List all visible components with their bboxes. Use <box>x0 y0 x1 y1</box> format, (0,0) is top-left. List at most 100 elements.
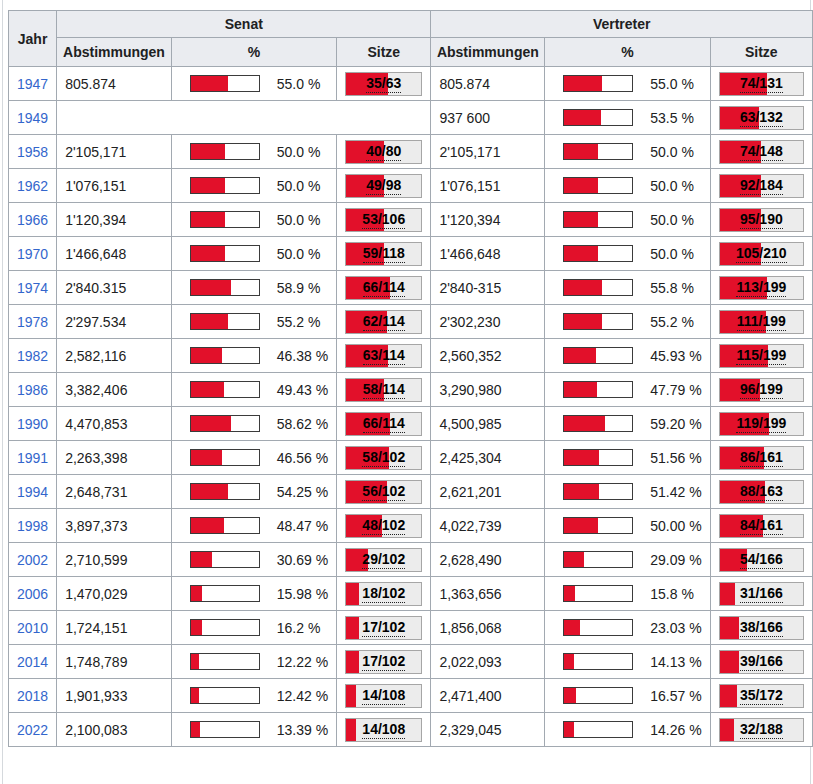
vertreter-percent-wrap: 50.0 % <box>553 245 701 262</box>
senat-percent-bar-fill <box>191 246 225 261</box>
senat-percent-label: 58.9 % <box>277 280 321 296</box>
senat-percent-wrap: 30.69 % <box>180 551 328 568</box>
year-link[interactable]: 1990 <box>17 416 48 432</box>
vertreter-seats-label: 74/131 <box>740 75 783 93</box>
vertreter-votes-cell: 2,022,093 <box>431 645 545 679</box>
senat-percent-wrap: 54.25 % <box>180 483 328 500</box>
year-link[interactable]: 1994 <box>17 484 48 500</box>
table-row: 20222,100,08313.39 %14/1082,329,04514.26… <box>9 713 813 747</box>
year-link[interactable]: 2010 <box>17 620 48 636</box>
vertreter-percent-label: 51.42 % <box>650 484 701 500</box>
column-header-senat-abstimmungen: Abstimmungen <box>57 38 172 67</box>
year-link[interactable]: 2002 <box>17 552 48 568</box>
senat-percent-label: 50.0 % <box>277 144 321 160</box>
vertreter-percent-cell: 55.0 % <box>545 67 710 101</box>
senat-seats-cell: 53/106 <box>337 203 431 237</box>
vertreter-seats-bar: 38/166 <box>719 616 804 640</box>
vertreter-percent-cell: 50.0 % <box>545 203 710 237</box>
vertreter-percent-bar <box>563 415 633 432</box>
vertreter-seats-cell: 88/163 <box>710 475 812 509</box>
vertreter-votes-cell: 937 600 <box>431 101 545 135</box>
senat-seats-bar: 58/102 <box>345 446 422 470</box>
senat-percent-cell: 50.0 % <box>171 237 336 271</box>
vertreter-percent-bar <box>563 75 633 92</box>
senat-percent-bar <box>190 75 260 92</box>
senat-votes-cell: 2'105,171 <box>57 135 172 169</box>
table-row: 1949937 60053.5 %63/132 <box>9 101 813 135</box>
vertreter-percent-bar-fill <box>564 178 598 193</box>
year-link[interactable]: 1986 <box>17 382 48 398</box>
senat-votes-cell: 2,263,398 <box>57 441 172 475</box>
year-link[interactable]: 1958 <box>17 144 48 160</box>
senat-percent-bar <box>190 143 260 160</box>
year-link[interactable]: 2014 <box>17 654 48 670</box>
page-edge-left <box>2 0 3 784</box>
vertreter-seats-cell: 111/199 <box>710 305 812 339</box>
senat-seats-label: 40/80 <box>366 143 401 161</box>
senat-seats-bar: 63/114 <box>345 344 422 368</box>
vertreter-percent-label: 50.0 % <box>650 246 694 262</box>
senat-seats-label-wrap: 58/102 <box>346 447 421 469</box>
vertreter-percent-bar <box>563 381 633 398</box>
vertreter-percent-bar <box>563 211 633 228</box>
vertreter-seats-cell: 95/190 <box>710 203 812 237</box>
vertreter-seats-label: 113/199 <box>736 279 786 297</box>
senat-votes-cell: 1,724,151 <box>57 611 172 645</box>
senat-seats-label-wrap: 40/80 <box>346 141 421 163</box>
year-link[interactable]: 1966 <box>17 212 48 228</box>
year-link[interactable]: 1974 <box>17 280 48 296</box>
senat-percent-cell: 12.42 % <box>171 679 336 713</box>
vertreter-seats-bar: 84/161 <box>719 514 804 538</box>
year-cell: 1991 <box>9 441 57 475</box>
senat-percent-bar-fill <box>191 314 229 329</box>
vertreter-percent-bar <box>563 279 633 296</box>
year-link[interactable]: 1982 <box>17 348 48 364</box>
vertreter-seats-cell: 38/166 <box>710 611 812 645</box>
vertreter-percent-wrap: 14.26 % <box>553 721 701 738</box>
senat-votes-cell: 2,648,731 <box>57 475 172 509</box>
vertreter-seats-label: 39/166 <box>740 653 783 671</box>
senat-seats-label-wrap: 14/108 <box>346 685 421 707</box>
vertreter-percent-cell: 45.93 % <box>545 339 710 373</box>
vertreter-seats-bar: 96/199 <box>719 378 804 402</box>
vertreter-seats-label-wrap: 113/199 <box>720 277 803 299</box>
year-link[interactable]: 2018 <box>17 688 48 704</box>
senat-percent-bar-fill <box>191 484 228 499</box>
year-cell: 2014 <box>9 645 57 679</box>
year-link[interactable]: 1949 <box>17 110 48 126</box>
vertreter-seats-bar: 32/188 <box>719 718 804 742</box>
year-link[interactable]: 1947 <box>17 76 48 92</box>
senat-percent-bar-fill <box>191 144 225 159</box>
year-link[interactable]: 2022 <box>17 722 48 738</box>
senat-percent-bar <box>190 177 260 194</box>
table-row: 20181,901,93312.42 %14/1082,471,40016.57… <box>9 679 813 713</box>
senat-percent-cell: 50.0 % <box>171 135 336 169</box>
vertreter-seats-label-wrap: 74/131 <box>720 73 803 95</box>
year-link[interactable]: 1978 <box>17 314 48 330</box>
vertreter-percent-label: 23.03 % <box>650 620 701 636</box>
vertreter-seats-label-wrap: 88/163 <box>720 481 803 503</box>
senat-percent-wrap: 50.0 % <box>180 143 328 160</box>
senat-percent-bar <box>190 279 260 296</box>
senat-seats-label-wrap: 14/108 <box>346 719 421 741</box>
year-link[interactable]: 2006 <box>17 586 48 602</box>
vertreter-seats-bar: 95/190 <box>719 208 804 232</box>
year-link[interactable]: 1970 <box>17 246 48 262</box>
senat-seats-label: 48/102 <box>362 517 405 535</box>
year-link[interactable]: 1962 <box>17 178 48 194</box>
senat-seats-cell: 17/102 <box>337 645 431 679</box>
year-cell: 1962 <box>9 169 57 203</box>
vertreter-percent-label: 50.0 % <box>650 212 694 228</box>
vertreter-percent-bar <box>563 143 633 160</box>
vertreter-percent-cell: 50.0 % <box>545 135 710 169</box>
year-link[interactable]: 1991 <box>17 450 48 466</box>
senat-votes-cell: 3,897,373 <box>57 509 172 543</box>
year-link[interactable]: 1998 <box>17 518 48 534</box>
vertreter-percent-bar <box>563 313 633 330</box>
vertreter-seats-label: 84/161 <box>740 517 783 535</box>
senat-percent-wrap: 49.43 % <box>180 381 328 398</box>
vertreter-percent-wrap: 55.8 % <box>553 279 701 296</box>
vertreter-seats-cell: 63/132 <box>710 101 812 135</box>
year-cell: 2002 <box>9 543 57 577</box>
year-cell: 1947 <box>9 67 57 101</box>
